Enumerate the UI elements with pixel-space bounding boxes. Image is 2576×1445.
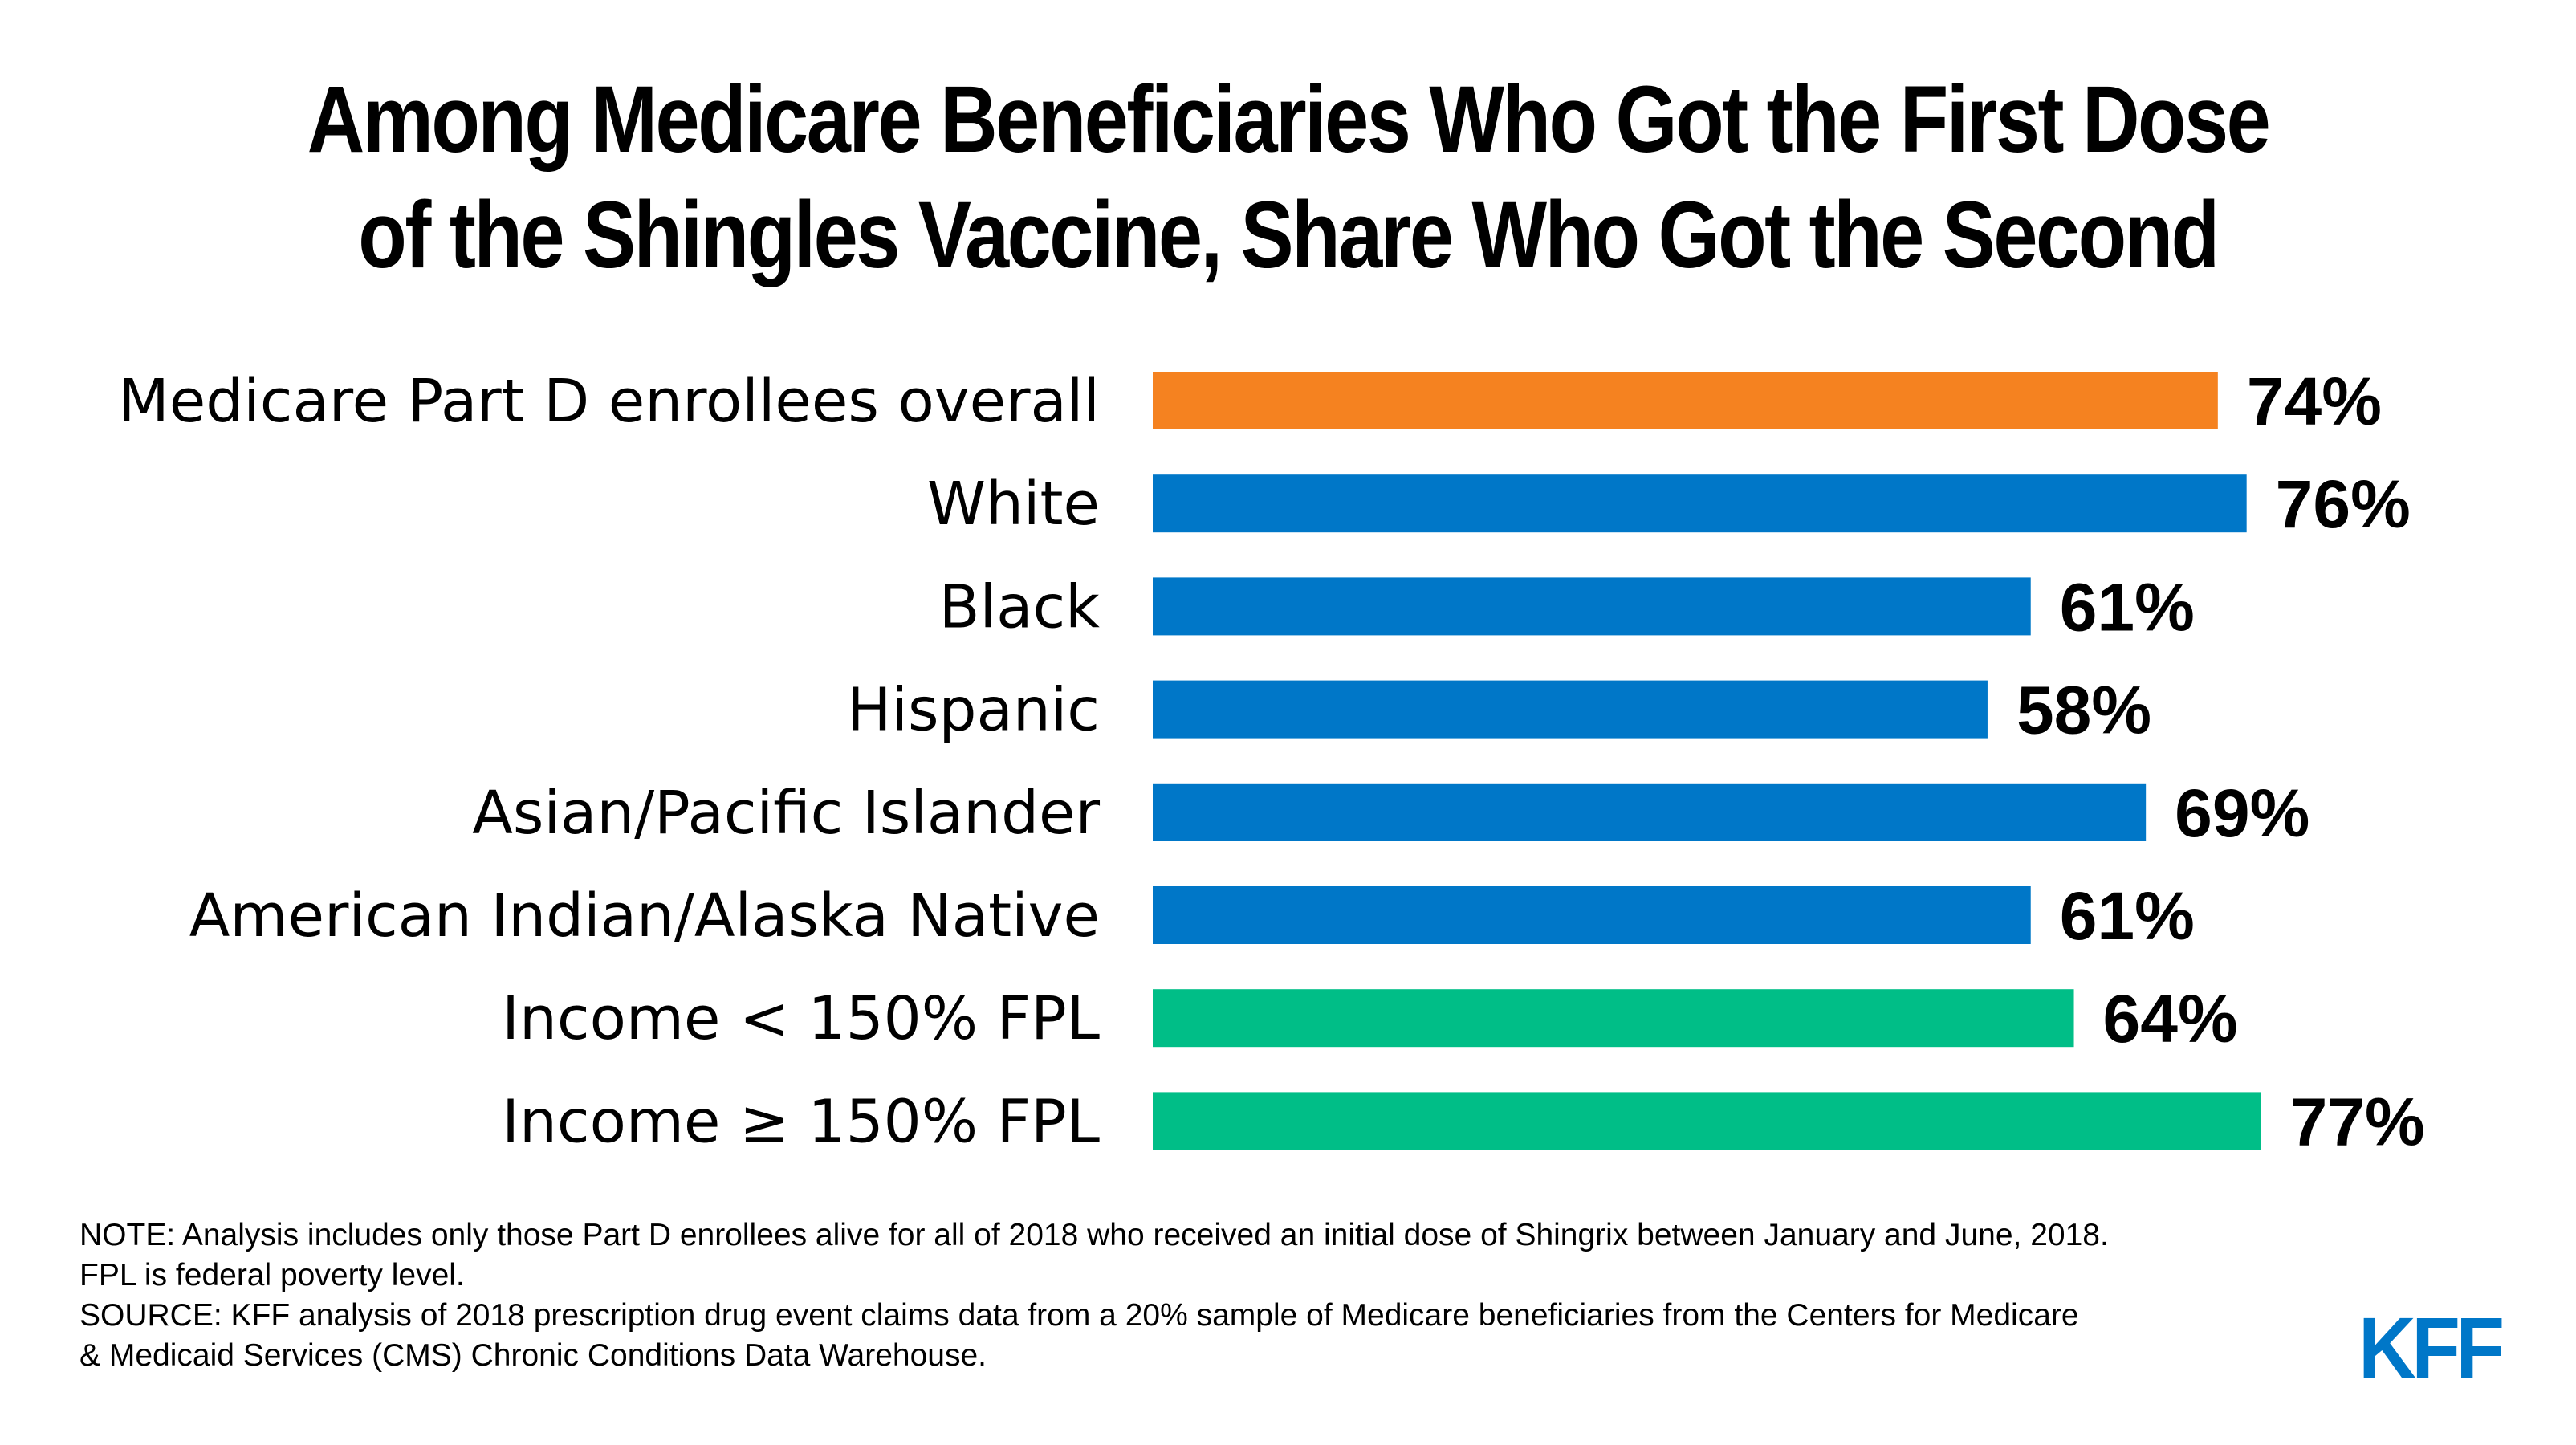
category-label: Income < 150% FPL	[502, 984, 1100, 1053]
value-label: 64%	[2103, 981, 2238, 1056]
bar	[1153, 474, 2247, 533]
category-label: Asian/Pacific Islander	[472, 779, 1100, 848]
category-label: Income ≥ 150% FPL	[502, 1087, 1100, 1156]
chart-title-line-1: Among Medicare Beneficiaries Who Got the…	[307, 67, 2271, 173]
bar	[1153, 989, 2074, 1048]
category-label: Hispanic	[847, 676, 1100, 745]
bar	[1153, 680, 1988, 739]
bar	[1153, 577, 2031, 636]
bar	[1153, 783, 2147, 841]
bar	[1153, 886, 2031, 944]
bar	[1153, 1092, 2261, 1150]
category-label: American Indian/Alaska Native	[189, 881, 1100, 950]
source-line-1: SOURCE: KFF analysis of 2018 prescriptio…	[79, 1298, 2079, 1333]
value-label: 69%	[2175, 775, 2309, 851]
bar	[1153, 372, 2218, 429]
note-line-1: NOTE: Analysis includes only those Part …	[79, 1218, 2109, 1252]
category-label: Black	[939, 572, 1100, 641]
note-line-2: FPL is federal poverty level.	[79, 1258, 465, 1292]
value-label: 61%	[2060, 878, 2195, 954]
source-line-2: & Medicaid Services (CMS) Chronic Condit…	[79, 1338, 987, 1373]
value-label: 58%	[2016, 673, 2151, 748]
kff-logo: KFF	[2358, 1299, 2505, 1396]
value-label: 74%	[2247, 364, 2382, 439]
category-label: Medicare Part D enrollees overall	[118, 367, 1100, 436]
value-label: 61%	[2060, 569, 2195, 645]
value-label: 77%	[2290, 1084, 2425, 1159]
value-label: 76%	[2276, 466, 2411, 542]
bar-chart: Medicare Part D enrollees overall 74% Whit…	[118, 364, 2425, 1159]
category-label: White	[927, 470, 1100, 539]
chart-title-line-2: of the Shingles Vaccine, Share Who Got t…	[358, 182, 2220, 288]
